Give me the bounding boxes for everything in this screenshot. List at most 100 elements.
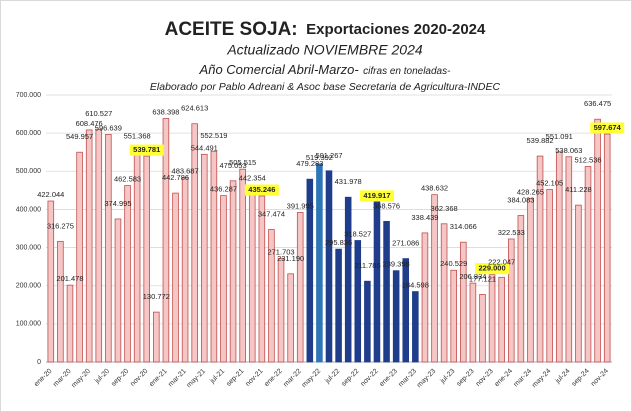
value-label: 512.536 [574,155,601,164]
bar [316,163,323,363]
subtitle2-main: Año Comercial Abril-Marzo- [199,62,360,77]
bar [479,294,486,363]
bar [143,155,151,363]
subtitle2-rest: cifras en toneladas- [363,66,451,77]
value-label: 597.674 [594,123,622,132]
bar [172,192,179,363]
value-label: 322.533 [498,228,525,237]
bar [460,241,467,363]
y-tick-label: 100.000 [16,321,41,328]
bar [191,123,198,363]
value-label: 362.368 [431,204,458,213]
label-highlight [359,190,394,202]
bar [412,291,419,363]
value-label: 638.398 [152,107,179,116]
bar [392,270,400,363]
bar [287,273,294,363]
value-label: 338.439 [411,213,438,222]
value-label: 368.576 [373,201,400,210]
value-label: 442.354 [239,173,266,182]
bar [517,215,525,363]
value-label: 538.063 [555,146,582,155]
subtitle3: Elaborado por Pablo Adreani & Asoc base … [150,81,501,93]
bar [296,212,304,363]
value-label: 391.995 [287,201,314,210]
y-tick-label: 600.000 [16,130,41,137]
value-label: 624.613 [181,104,208,113]
value-label: 610.527 [85,109,112,118]
value-label: 519.392 [306,153,333,162]
bar [383,221,390,363]
value-label: 231.190 [277,254,304,263]
value-label: 347.474 [258,209,285,218]
value-label: 442.786 [162,173,189,182]
value-label: 479.283 [296,159,323,168]
value-label: 229.000 [479,264,506,273]
bar [431,194,438,363]
label-highlight [590,122,625,134]
bar [584,166,592,363]
value-label: 295.836 [325,238,352,247]
y-tick-label: 700.000 [16,92,41,99]
value-label: 419.917 [363,191,390,200]
y-tick-label: 400.000 [16,206,41,213]
bar [344,196,352,363]
bar [527,198,534,363]
value-label: 271.086 [392,239,419,248]
bar [603,133,611,363]
value-label: 539.882 [526,136,553,145]
subtitle2: Año Comercial Abril-Marzo- cifras en ton… [199,62,452,79]
bar [507,238,515,363]
value-label: 422.044 [37,190,64,199]
value-label: 240.529 [440,259,467,268]
y-tick-label: 200.000 [16,283,41,290]
label-highlight [129,144,164,156]
bar [201,153,208,363]
bar [95,128,103,363]
value-label: 435.246 [248,185,275,194]
bar [488,274,496,363]
value-label: 505.515 [229,158,256,167]
bar [421,232,429,363]
value-label: 428.265 [517,188,544,197]
bar [47,200,55,363]
y-tick-label: 0 [37,359,41,366]
value-label: 549.957 [66,132,93,141]
value-label: 384.083 [507,195,534,204]
bar [66,284,74,363]
bar [575,204,582,363]
value-label: 316.275 [47,221,74,230]
value-label: 130.772 [143,292,170,301]
bar [114,218,122,363]
value-label: 462.583 [114,175,141,184]
label-highlight [475,263,510,275]
bar [210,150,218,363]
bar [440,223,448,363]
bar [220,195,227,363]
bar [354,240,362,363]
value-label: 551.368 [124,132,151,141]
value-label: 501.267 [315,151,342,160]
bar [555,151,563,363]
y-tick-label: 300.000 [16,244,41,251]
value-label: 452.105 [536,179,563,188]
subtitle: Actualizado NOVIEMBRE 2024 [226,42,423,58]
value-label: 177.121 [469,274,496,283]
bar [306,178,314,363]
bar [450,269,457,363]
bar [57,240,64,363]
title-main: ACEITE SOJA: [165,19,298,40]
title-rest: Exportaciones 2020-2024 [306,21,486,38]
bar [277,257,285,363]
value-label: 201.478 [56,274,83,283]
value-label: 222.047 [488,257,515,266]
bar [162,118,170,363]
bar [153,311,160,363]
value-label: 544.491 [191,143,218,152]
value-label: 374.995 [104,199,131,208]
value-label: 539.781 [133,145,160,154]
value-label: 431.978 [335,177,362,186]
value-label: 184.598 [402,281,429,290]
bar [546,189,553,363]
